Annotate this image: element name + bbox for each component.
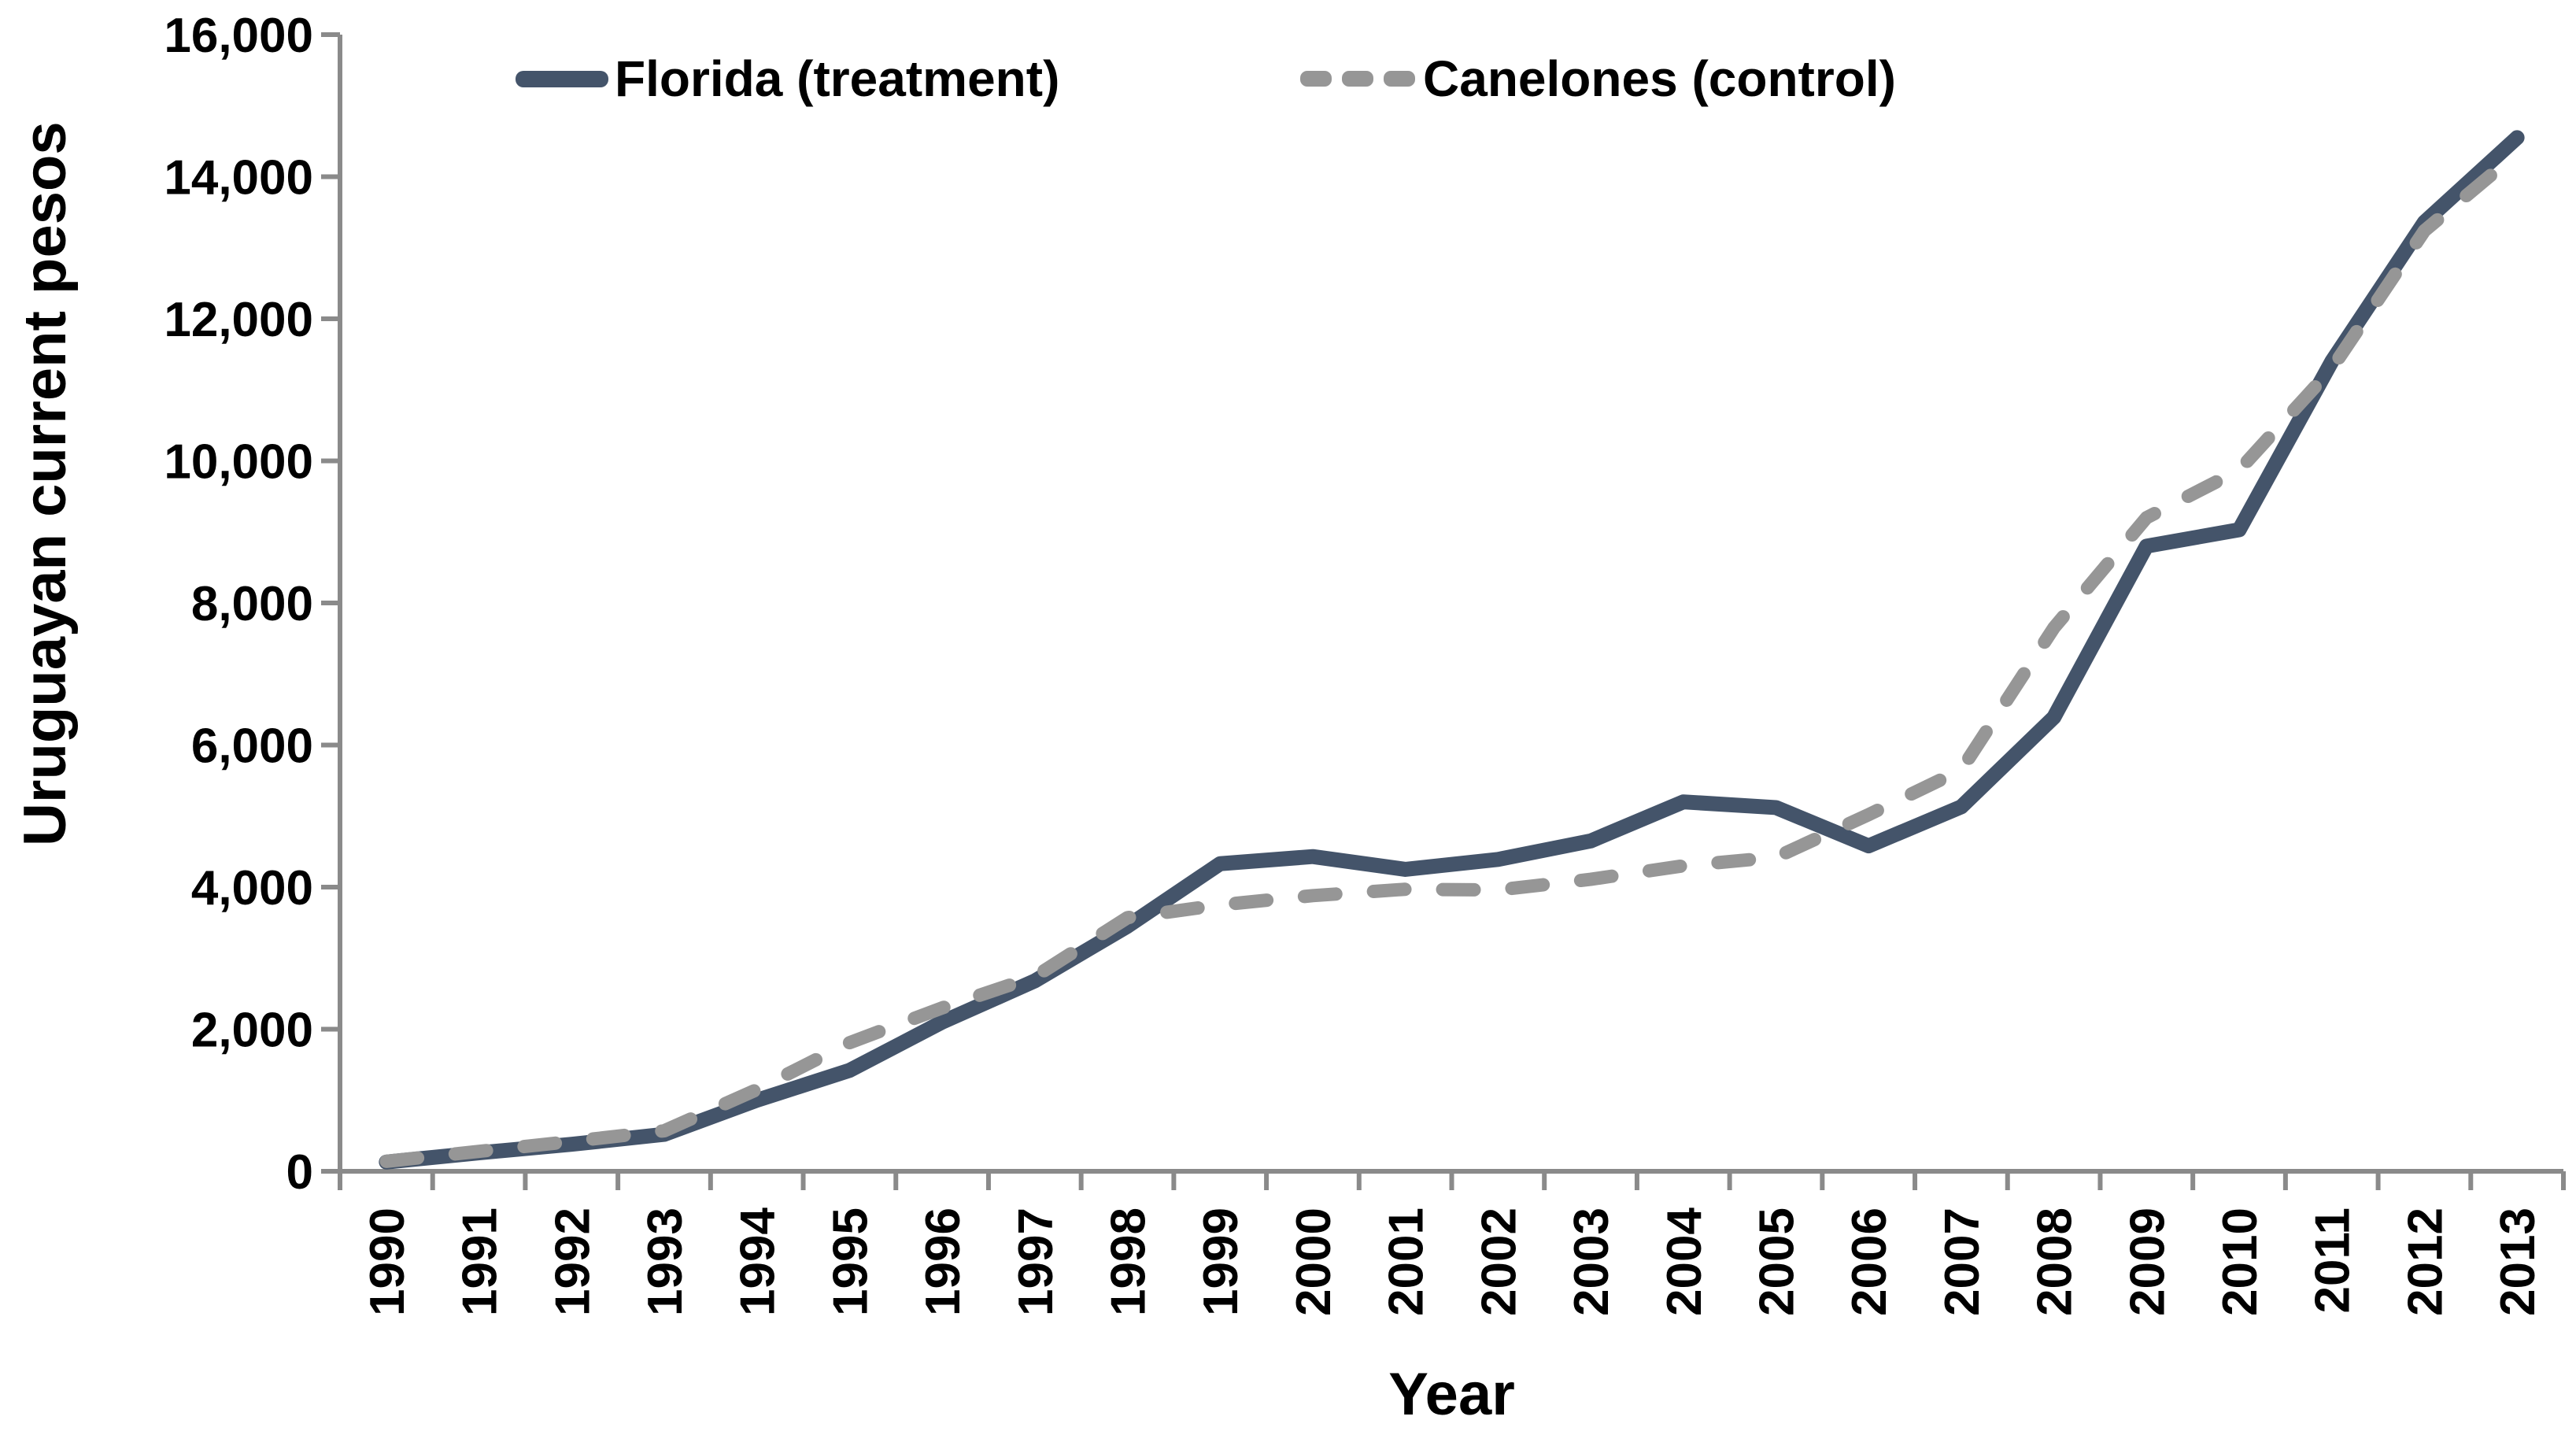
florida-line-swatch-icon bbox=[516, 70, 608, 87]
x-axis-title: Year bbox=[1388, 1361, 1515, 1428]
x-tick-label: 2008 bbox=[2028, 1207, 2083, 1316]
dash-segment bbox=[1384, 71, 1415, 87]
x-tick-label: 2005 bbox=[1750, 1207, 1804, 1316]
canelones-series-line bbox=[379, 146, 2524, 1168]
x-tick-label: 1995 bbox=[823, 1207, 878, 1316]
y-tick-label: 14,000 bbox=[164, 151, 313, 205]
x-tick-label: 2009 bbox=[2120, 1207, 2175, 1316]
x-tick-label: 2004 bbox=[1658, 1207, 1712, 1315]
legend-item-florida: Florida (treatment) bbox=[516, 46, 1059, 112]
dash-segment bbox=[1300, 71, 1332, 87]
legend-item-canelones: Canelones (control) bbox=[1300, 46, 1896, 112]
canelones-dashed-line-swatch-icon bbox=[1300, 71, 1415, 87]
x-tick-label: 2000 bbox=[1287, 1207, 1341, 1316]
x-tick-label: 2007 bbox=[1935, 1207, 1990, 1316]
y-tick-label: 12,000 bbox=[164, 293, 313, 347]
y-tick-label: 8,000 bbox=[191, 577, 313, 631]
y-tick-label: 10,000 bbox=[164, 435, 313, 490]
x-tick-label: 1990 bbox=[360, 1207, 415, 1316]
x-tick-label: 1993 bbox=[638, 1207, 693, 1316]
x-tick-label: 2006 bbox=[1842, 1207, 1897, 1316]
legend-label-canelones: Canelones (control) bbox=[1423, 50, 1896, 107]
x-tick-label: 2012 bbox=[2398, 1207, 2452, 1316]
y-tick-label: 0 bbox=[286, 1145, 313, 1200]
y-axis-title: Uruguayan current pesos bbox=[12, 121, 79, 847]
x-tick-label: 1994 bbox=[731, 1207, 785, 1315]
x-tick-label: 1999 bbox=[1194, 1207, 1248, 1316]
x-tick-label: 1997 bbox=[1009, 1207, 1063, 1316]
y-tick-label: 2,000 bbox=[191, 1004, 313, 1058]
legend-label-florida: Florida (treatment) bbox=[615, 50, 1060, 107]
x-tick-label: 2001 bbox=[1380, 1207, 1434, 1316]
florida-series-line bbox=[379, 130, 2525, 1170]
y-tick-label: 4,000 bbox=[191, 861, 313, 915]
x-tick-label: 1992 bbox=[545, 1207, 600, 1316]
x-tick-label: 2013 bbox=[2491, 1207, 2545, 1316]
y-tick-label: 6,000 bbox=[191, 719, 313, 774]
x-tick-label: 2002 bbox=[1472, 1207, 1526, 1316]
x-tick-label: 2003 bbox=[1565, 1207, 1619, 1316]
x-tick-label: 2010 bbox=[2213, 1207, 2267, 1316]
x-tick-label: 1991 bbox=[453, 1207, 508, 1316]
x-tick-label: 1998 bbox=[1102, 1207, 1156, 1316]
y-tick-label: 16,000 bbox=[164, 9, 313, 63]
x-tick-label: 2011 bbox=[2306, 1207, 2360, 1314]
x-tick-label: 1996 bbox=[916, 1207, 970, 1316]
dash-segment bbox=[1342, 71, 1373, 87]
